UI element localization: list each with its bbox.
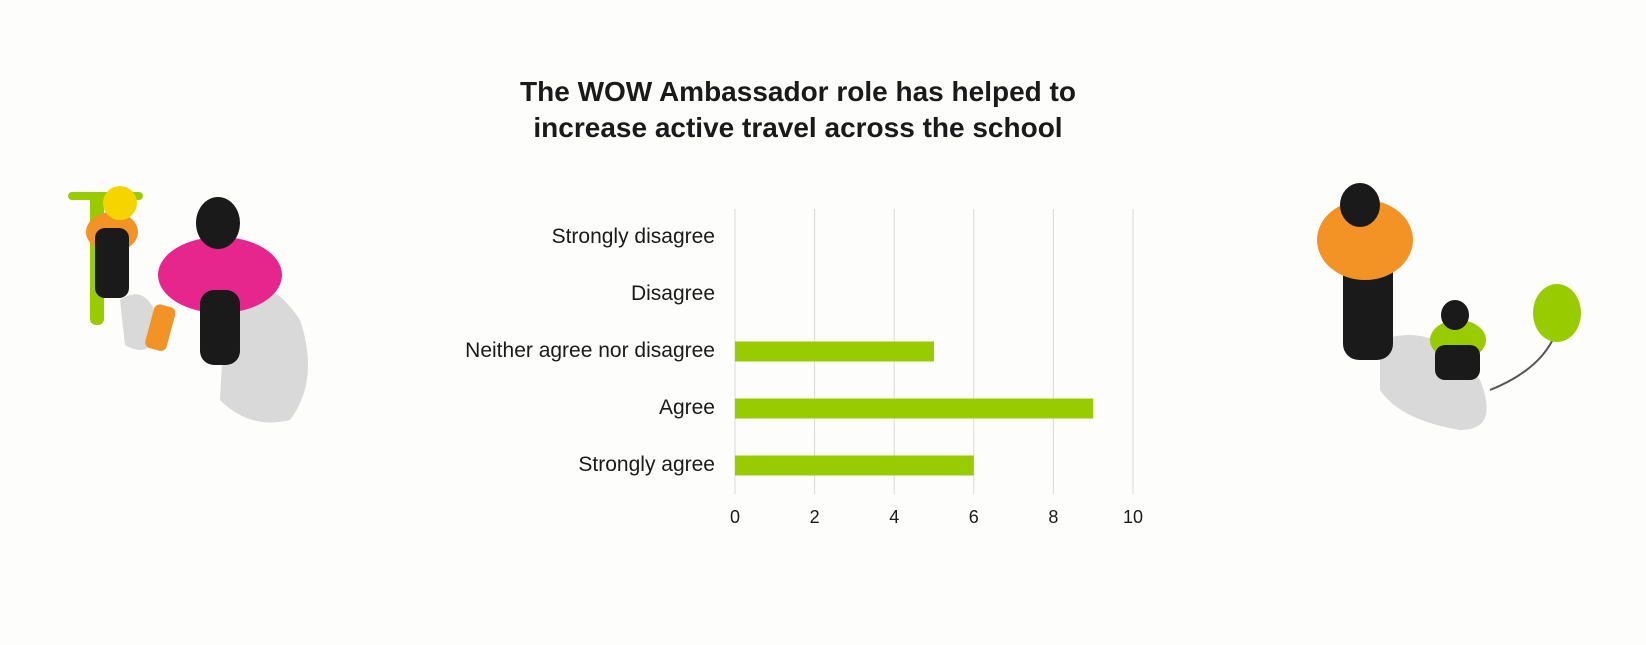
x-tick-label: 4 [889, 507, 899, 527]
y-tick-label: Disagree [631, 282, 715, 305]
bar [735, 341, 934, 362]
x-tick-label: 0 [730, 507, 740, 527]
chart-title: The WOW Ambassador role has helped to in… [520, 76, 1076, 143]
illustration-left [68, 186, 308, 423]
y-tick-label: Strongly agree [578, 453, 715, 476]
bar [735, 455, 974, 476]
y-tick-label: Neither agree nor disagree [465, 339, 715, 362]
x-tick-label: 2 [810, 507, 820, 527]
y-tick-label: Agree [659, 396, 715, 419]
x-tick-label: 6 [969, 507, 979, 527]
x-tick-label: 8 [1048, 507, 1058, 527]
y-tick-label: Strongly disagree [552, 225, 715, 248]
illustration-right [1317, 183, 1581, 430]
bar [735, 398, 1094, 419]
x-tick-label: 10 [1123, 507, 1143, 527]
